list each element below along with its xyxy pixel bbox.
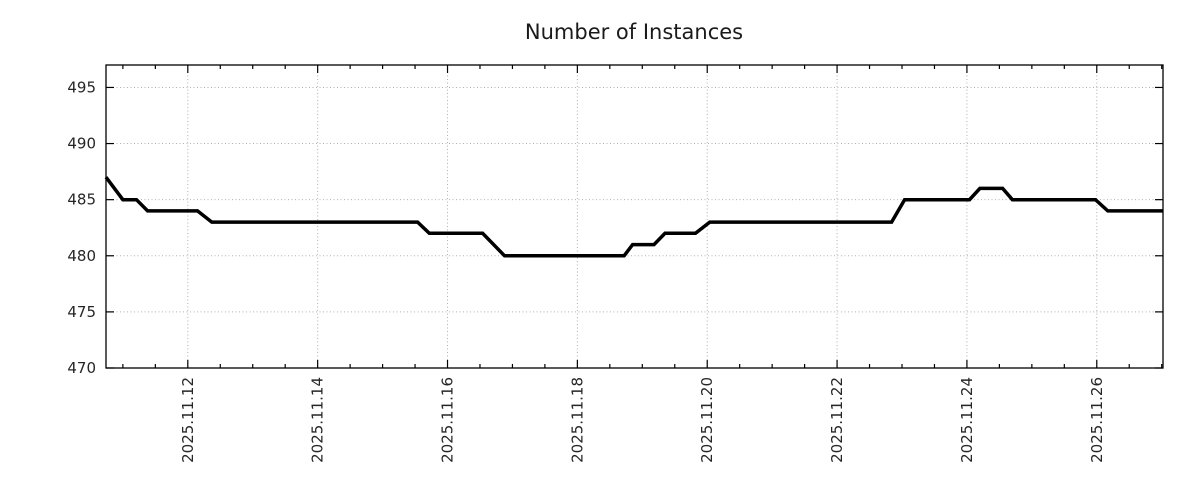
plot-border <box>105 64 1164 369</box>
x-tick-label: 2025.11.22 <box>828 377 846 463</box>
x-tick-label: 2025.11.24 <box>958 377 976 463</box>
y-tick-labels: 470 475 480 485 490 495 <box>67 78 96 377</box>
axis-ticks <box>106 65 1163 369</box>
chart-title: Number of Instances <box>525 20 743 44</box>
y-tick-label: 495 <box>67 78 96 96</box>
gridlines <box>106 65 1163 368</box>
y-tick-label: 470 <box>67 359 96 377</box>
y-tick-label: 480 <box>67 247 96 265</box>
x-tick-label: 2025.11.12 <box>179 377 197 463</box>
y-tick-label: 475 <box>67 303 96 321</box>
x-tick-label: 2025.11.14 <box>309 377 327 463</box>
y-tick-label: 485 <box>67 191 96 209</box>
x-tick-label: 2025.11.18 <box>568 377 586 463</box>
x-tick-label: 2025.11.16 <box>439 377 457 463</box>
x-tick-labels: 2025.11.12 2025.11.14 2025.11.16 2025.11.18… <box>179 377 1106 463</box>
y-tick-label: 490 <box>67 135 96 153</box>
series-line <box>104 176 1163 258</box>
x-tick-label: 2025.11.20 <box>698 377 716 463</box>
x-tick-label: 2025.11.26 <box>1088 377 1106 463</box>
